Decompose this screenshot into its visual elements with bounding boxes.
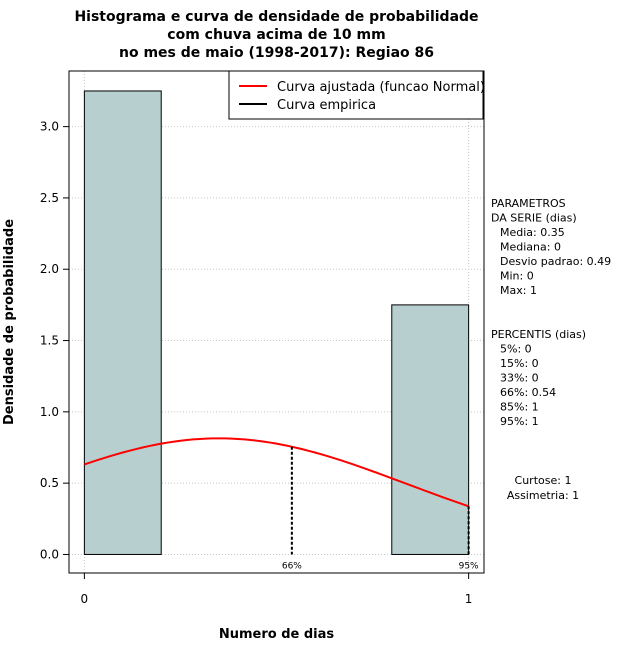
axes: 0.0 0.5 1.0 1.5 2.0 2.5 3.0 0 1 Numero de dias Den… (2, 120, 472, 642)
chart-title: Histograma e curva de densidade de proba… (74, 9, 478, 61)
parameters-line-5: Desvio padrao: 0.49 (500, 255, 611, 268)
fitted-normal-curve (84, 437, 469, 508)
legend: Curva ajustada (funcao Normal) Curva empi… (228, 70, 485, 120)
y-tick-label: 2.0 (40, 262, 59, 276)
stats-line-1: Curtose: 1 (515, 474, 572, 487)
parameters-line-6: Min: 0 (500, 270, 534, 283)
percentile-markers: 66% 95% (282, 446, 479, 571)
histogram-bar-2 (391, 304, 470, 555)
x-tick-label: 0 (81, 592, 89, 606)
y-tick-label: 3.0 (40, 120, 59, 134)
legend-label-1: Curva ajustada (funcao Normal) (277, 80, 485, 95)
parameters-line-1: PARAMETROS (491, 197, 566, 210)
y-tick-label: 2.5 (40, 191, 59, 205)
histogram-bar-1 (83, 90, 162, 555)
y-tick-label: 1.5 (40, 334, 59, 348)
y-tick-label: 0.5 (40, 476, 59, 490)
percentis-line-4: 33%: 0 (500, 372, 539, 385)
percentile-label-2: 95% (459, 561, 479, 571)
parameters-line-7: Max: 1 (500, 284, 537, 297)
title-line-1: Histograma e curva de densidade de proba… (74, 9, 478, 25)
title-line-2: com chuva acima de 10 mm (167, 27, 385, 43)
stats-line-2: Assimetria: 1 (507, 489, 579, 502)
percentis-line-2: 5%: 0 (500, 343, 532, 356)
y-tick-label: 0.0 (40, 547, 59, 561)
histogram-bars (83, 90, 470, 555)
legend-label-2: Curva empirica (277, 98, 376, 113)
title-line-3: no mes de maio (1998-2017): Regiao 86 (119, 45, 434, 61)
percentis-line-5: 66%: 0.54 (500, 386, 556, 399)
legend-box (228, 70, 484, 120)
y-tick-label: 1.0 (40, 405, 59, 419)
y-axis-label: Densidade de probabilidade (2, 219, 17, 425)
parameters-line-4: Mediana: 0 (500, 241, 561, 254)
percentis-line-6: 85%: 1 (500, 401, 539, 414)
percentis-line-1: PERCENTIS (dias) (491, 328, 586, 341)
statistics-panel: PARAMETROS DA SERIE (dias)Media: 0.35 Medi… (491, 197, 611, 502)
x-axis-label: Numero de dias (219, 627, 335, 642)
percentis-line-7: 95%: 1 (500, 415, 539, 428)
x-tick-label: 1 (465, 592, 473, 606)
percentis-line-3: 15%: 0 (500, 357, 539, 370)
fitted-curve (84, 437, 469, 508)
parameters-line-2: DA SERIE (dias) (491, 212, 577, 225)
percentile-label-1: 66% (282, 561, 302, 571)
parameters-line-3: Media: 0.35 (500, 226, 565, 239)
